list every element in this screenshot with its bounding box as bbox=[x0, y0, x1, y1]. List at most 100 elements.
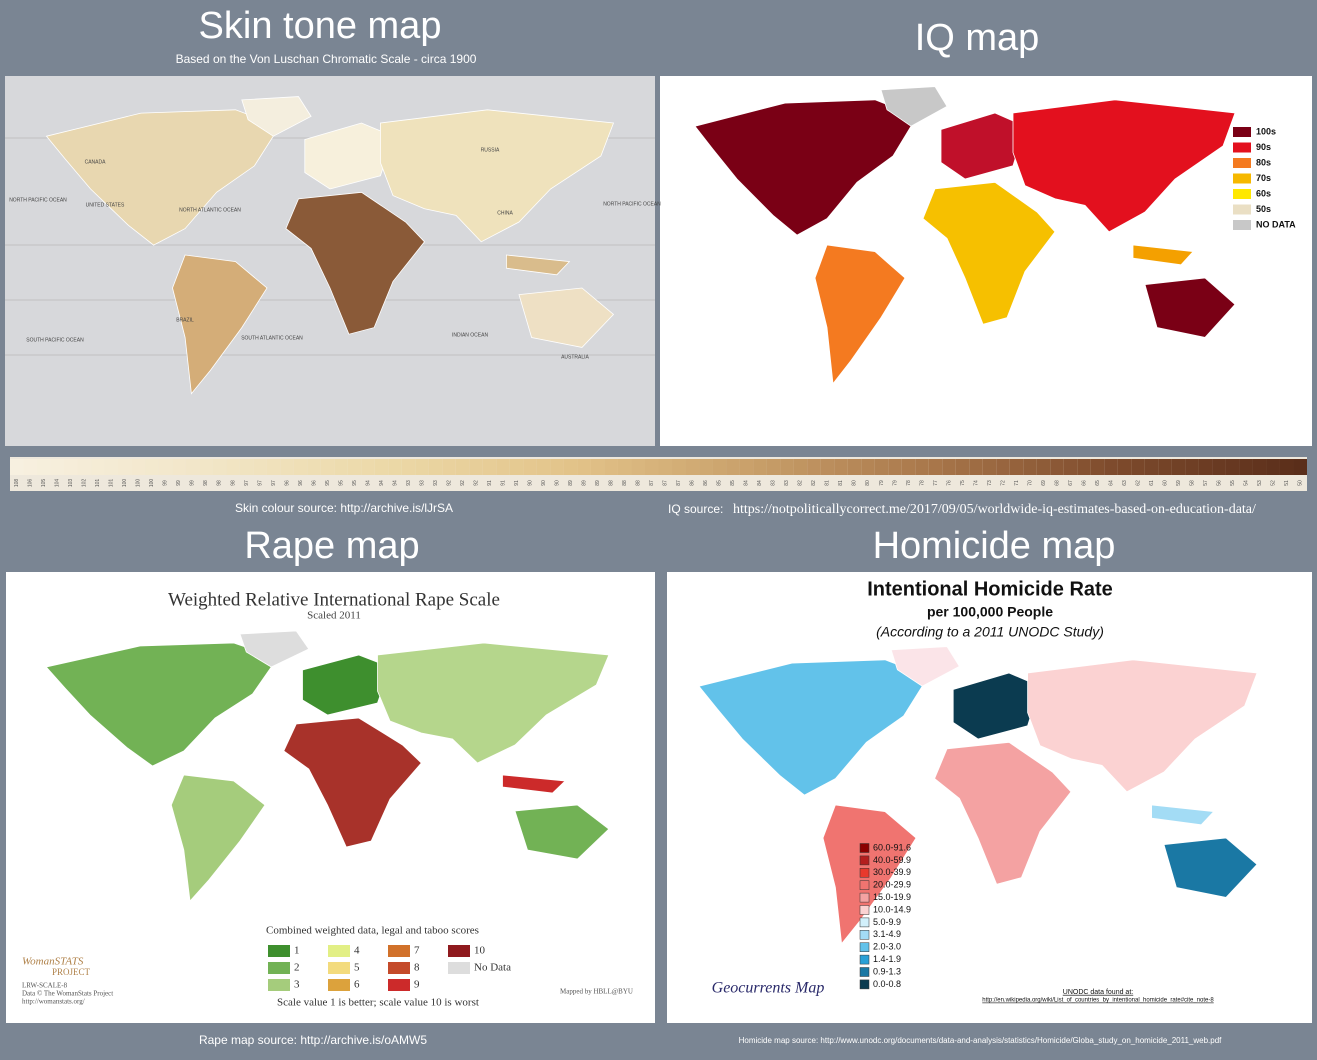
legend-label: 10 bbox=[474, 945, 486, 957]
legend-label: No Data bbox=[474, 962, 511, 974]
scale-label: 86 bbox=[690, 480, 696, 486]
legend-swatch bbox=[448, 962, 470, 974]
land-region bbox=[890, 646, 960, 687]
panel-title: IQ map bbox=[915, 17, 1040, 59]
scale-label: 79 bbox=[892, 480, 898, 486]
scale-swatch bbox=[428, 459, 443, 475]
scale-label: 88 bbox=[609, 480, 615, 486]
map-label: CHINA bbox=[497, 210, 513, 216]
scale-swatch bbox=[523, 459, 537, 475]
legend-swatch bbox=[859, 979, 870, 990]
scale-swatch bbox=[50, 459, 65, 475]
scale-swatch bbox=[780, 459, 794, 475]
legend-swatch bbox=[859, 967, 870, 977]
panel-subtitle: Based on the Von Luschan Chromatic Scale… bbox=[176, 52, 477, 66]
legend-swatch bbox=[388, 979, 410, 991]
scale-swatch bbox=[361, 459, 375, 475]
scale-label: 97 bbox=[271, 480, 277, 486]
map-label: CANADA bbox=[85, 159, 107, 165]
scale-label: 99 bbox=[176, 480, 182, 486]
scale-label: 90 bbox=[555, 480, 561, 486]
scale-swatch bbox=[496, 459, 510, 475]
scale-strip: 108 106 105 104 103 102 101 101 100 100 100 99 99 99 9… bbox=[10, 459, 1307, 487]
scale-label: 98 bbox=[230, 480, 236, 486]
land-region bbox=[1012, 99, 1236, 233]
scale-label: 80 bbox=[865, 480, 871, 486]
scale-label: 84 bbox=[744, 480, 750, 486]
credit: http://womanstats.org/ bbox=[22, 998, 85, 1006]
legend-swatch bbox=[1233, 204, 1251, 215]
scale-label: 100 bbox=[149, 479, 155, 488]
scale-swatch bbox=[158, 459, 173, 475]
scale-label: 92 bbox=[446, 480, 452, 486]
scale-label: 99 bbox=[190, 480, 196, 486]
scale-label: 98 bbox=[203, 480, 209, 486]
land-region bbox=[518, 287, 615, 348]
credit: Data © The WomanStats Project bbox=[22, 990, 113, 998]
land-region bbox=[380, 109, 615, 243]
map-subtitle: per 100,000 People bbox=[927, 604, 1053, 620]
scale-swatch bbox=[969, 459, 983, 475]
map-label: INDIAN OCEAN bbox=[452, 332, 489, 338]
scale-label: 91 bbox=[487, 480, 493, 486]
scale-label: 89 bbox=[568, 480, 574, 486]
land-region bbox=[304, 122, 394, 190]
scale-swatch bbox=[644, 459, 659, 475]
land-region bbox=[1144, 277, 1236, 338]
land-region bbox=[1132, 244, 1194, 266]
land-region bbox=[940, 112, 1026, 180]
land-region bbox=[285, 191, 426, 335]
scale-label: 71 bbox=[1014, 480, 1020, 486]
scale-swatch bbox=[590, 459, 605, 475]
scale-label: 102 bbox=[82, 479, 88, 488]
land-region bbox=[922, 181, 1056, 325]
scale-swatch bbox=[334, 459, 348, 475]
land-region bbox=[45, 109, 281, 246]
scale-label: 72 bbox=[1000, 480, 1006, 486]
scale-swatch bbox=[955, 459, 970, 475]
scale-label: 57 bbox=[1203, 480, 1209, 486]
panel-title: Rape map bbox=[244, 525, 419, 567]
scale-label: 54 bbox=[1244, 480, 1250, 486]
scale-swatch bbox=[37, 459, 51, 475]
scale-label: 73 bbox=[987, 480, 993, 486]
scale-label: 85 bbox=[717, 480, 723, 486]
scale-label: 94 bbox=[392, 480, 398, 486]
data-link: http://en.wikipedia.org/wiki/List_of_cou… bbox=[982, 998, 1214, 1004]
land-region bbox=[1163, 837, 1258, 898]
map-label: SOUTH ATLANTIC OCEAN bbox=[241, 335, 303, 341]
land-region bbox=[880, 86, 948, 127]
scale-label: 86 bbox=[703, 480, 709, 486]
scale-swatch bbox=[1023, 459, 1037, 475]
scale-label: 93 bbox=[419, 480, 425, 486]
scale-label: 95 bbox=[325, 480, 331, 486]
scale-swatch bbox=[753, 459, 767, 475]
scale-swatch bbox=[820, 459, 835, 475]
scale-swatch bbox=[1171, 459, 1186, 475]
map-label: AUSTRALIA bbox=[561, 354, 589, 360]
scale-label: 51 bbox=[1284, 480, 1290, 486]
legend-swatch bbox=[1233, 189, 1251, 199]
scale-swatch bbox=[685, 459, 700, 475]
brand: Geocurrents Map bbox=[712, 980, 825, 997]
scale-label: 87 bbox=[676, 480, 682, 486]
scale-label: 95 bbox=[338, 480, 344, 486]
scale-swatch bbox=[1225, 459, 1240, 475]
scale-swatch bbox=[726, 459, 740, 475]
legend-swatch bbox=[388, 945, 410, 957]
map-label: NORTH PACIFIC OCEAN bbox=[603, 201, 661, 207]
scale-swatch bbox=[888, 459, 902, 475]
map-labels: CANADA UNITED STATES NORTH PACIFIC OCEAN… bbox=[9, 147, 661, 360]
land-region bbox=[377, 642, 610, 764]
scale-label: 76 bbox=[946, 480, 952, 486]
legend-label: 2 bbox=[294, 962, 300, 974]
scale-label: 78 bbox=[919, 480, 925, 486]
scale-swatch bbox=[699, 459, 713, 475]
land-region bbox=[1151, 804, 1215, 826]
scale-label: 67 bbox=[1068, 480, 1074, 486]
map-label: RUSSIA bbox=[481, 147, 500, 153]
scale-swatch bbox=[1090, 459, 1105, 475]
scale-swatch bbox=[550, 459, 564, 475]
scale-label: 74 bbox=[973, 480, 979, 486]
scale-label: 96 bbox=[311, 480, 317, 486]
